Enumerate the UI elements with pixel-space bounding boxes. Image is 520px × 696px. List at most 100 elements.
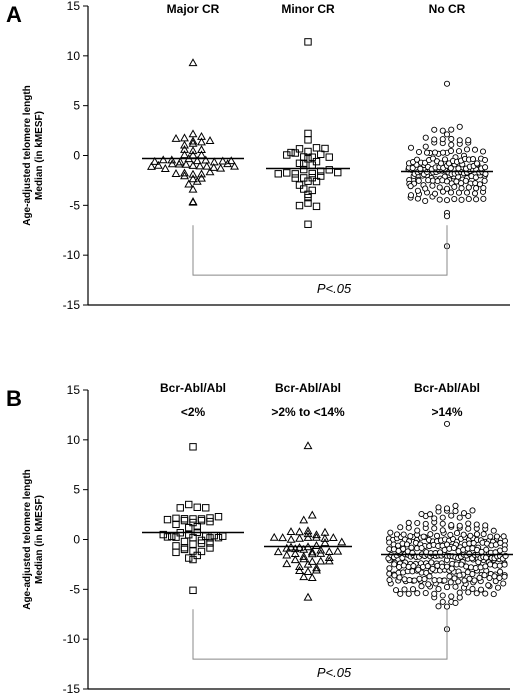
data-point xyxy=(300,185,308,193)
data-point xyxy=(163,515,172,524)
data-point xyxy=(307,556,317,565)
data-point xyxy=(414,187,421,194)
data-point xyxy=(304,129,312,138)
data-point xyxy=(466,575,473,582)
data-point xyxy=(434,562,441,569)
data-point xyxy=(439,592,446,599)
data-point xyxy=(469,507,476,514)
data-point xyxy=(180,150,189,159)
data-point xyxy=(180,516,189,525)
y-axis-label: Age-adjusted telomere length xyxy=(22,85,33,226)
data-point xyxy=(278,533,288,542)
data-point xyxy=(467,532,474,539)
data-point xyxy=(456,123,463,130)
data-point xyxy=(451,575,458,582)
data-point xyxy=(188,174,198,183)
data-point xyxy=(456,572,463,579)
data-point xyxy=(401,586,408,593)
data-point xyxy=(409,164,416,172)
data-point xyxy=(171,133,181,142)
data-point xyxy=(411,577,418,584)
data-point xyxy=(487,561,494,568)
data-point xyxy=(443,505,451,512)
data-point xyxy=(282,550,292,559)
y-tick-label: 15 xyxy=(67,0,81,13)
data-point xyxy=(189,540,197,548)
data-point xyxy=(429,182,436,189)
significance-bracket xyxy=(192,225,448,276)
y-axis-label-units: Median (in kMESF) xyxy=(34,111,45,200)
data-point xyxy=(477,586,485,593)
data-point xyxy=(452,508,459,515)
data-point xyxy=(414,527,421,534)
data-point xyxy=(439,520,446,527)
data-point xyxy=(197,173,206,182)
data-point xyxy=(286,534,296,543)
data-point xyxy=(439,149,447,156)
data-point xyxy=(449,535,457,543)
data-point xyxy=(312,541,321,549)
data-point xyxy=(172,542,180,550)
data-point xyxy=(422,197,429,204)
data-point xyxy=(436,196,443,203)
data-point xyxy=(312,565,321,574)
data-point xyxy=(184,179,194,188)
data-point xyxy=(167,159,177,168)
data-point xyxy=(218,156,228,165)
data-point xyxy=(295,533,305,542)
data-point xyxy=(303,567,313,575)
data-point xyxy=(189,547,197,555)
data-point xyxy=(465,512,472,520)
data-point xyxy=(429,565,436,572)
data-point xyxy=(465,520,472,527)
data-point xyxy=(431,525,438,532)
data-point xyxy=(193,551,201,560)
data-point xyxy=(456,589,463,596)
data-point xyxy=(303,559,313,568)
data-point xyxy=(441,156,449,163)
data-point xyxy=(437,160,445,167)
data-point xyxy=(307,573,317,582)
data-point xyxy=(192,156,202,165)
panel-a: A 15 10 5 0 -5 -10 -15 Age-adjusted telomere len… xyxy=(6,0,510,312)
data-point xyxy=(290,544,300,553)
data-point xyxy=(471,577,478,584)
data-point xyxy=(460,510,468,517)
data-point xyxy=(195,161,205,170)
data-point xyxy=(312,202,321,211)
group-label-sub: >14% xyxy=(431,405,462,419)
group-label: Major CR xyxy=(167,2,220,16)
data-point xyxy=(448,565,455,572)
y-tick-label: 5 xyxy=(73,99,80,113)
data-point xyxy=(465,525,472,532)
y-tick-label: -5 xyxy=(69,582,80,596)
data-point xyxy=(436,184,443,191)
data-point xyxy=(206,514,214,522)
data-point xyxy=(304,220,312,228)
data-point xyxy=(273,547,283,556)
y-tick-label: 10 xyxy=(67,433,81,447)
data-point xyxy=(308,153,316,161)
data-point xyxy=(393,531,401,538)
data-point xyxy=(386,576,393,584)
data-point xyxy=(185,531,193,539)
data-point xyxy=(396,574,403,581)
data-point xyxy=(441,577,448,584)
data-point xyxy=(160,164,170,172)
y-tick-label: 10 xyxy=(67,49,81,63)
data-point xyxy=(491,573,498,580)
data-point xyxy=(150,156,160,165)
y-tick-label: -5 xyxy=(69,198,80,212)
data-point xyxy=(481,572,488,579)
data-point xyxy=(439,127,446,134)
data-point xyxy=(312,563,321,572)
data-point xyxy=(223,159,233,168)
data-point xyxy=(482,164,489,171)
panel-letter: B xyxy=(6,386,22,411)
panel-b: B 15 10 5 0 -5 -10 -15 Age-adjusted telomere len… xyxy=(6,381,513,696)
data-point xyxy=(479,148,487,155)
data-point xyxy=(320,533,330,542)
data-point xyxy=(201,155,211,164)
data-point xyxy=(483,546,490,553)
data-point xyxy=(469,585,476,592)
